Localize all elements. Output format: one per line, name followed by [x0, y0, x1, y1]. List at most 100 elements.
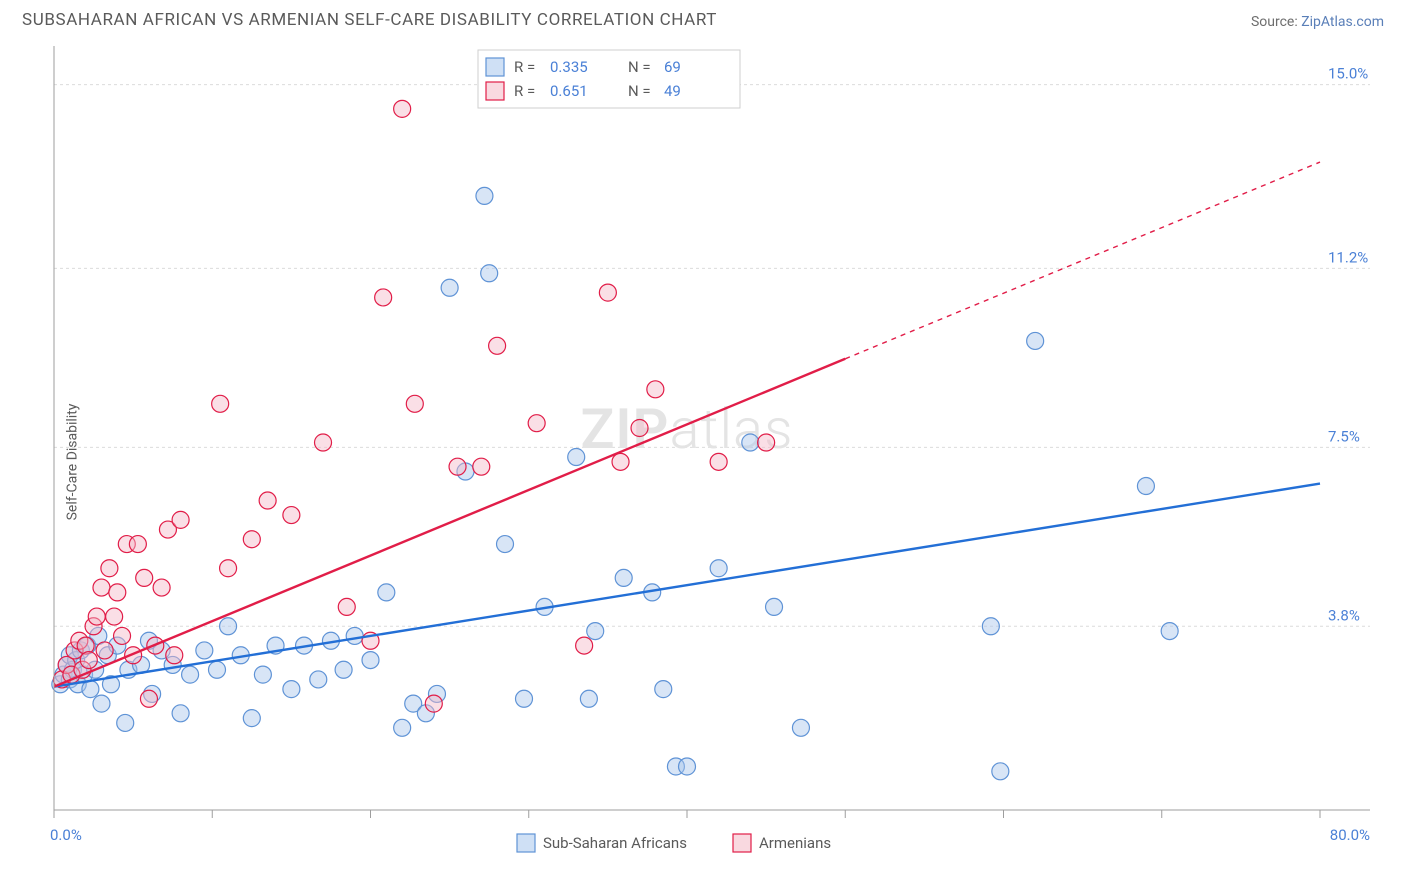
data-point-ssa	[378, 584, 395, 601]
data-point-ssa	[208, 661, 225, 678]
data-point-arm	[425, 695, 442, 712]
data-point-ssa	[310, 671, 327, 688]
y-tick-label: 3.8%	[1328, 606, 1360, 624]
data-point-ssa	[220, 618, 237, 635]
data-point-ssa	[568, 449, 585, 466]
data-point-arm	[140, 690, 157, 707]
data-point-ssa	[93, 695, 110, 712]
x-legend-label-arm: Armenians	[759, 834, 831, 852]
data-point-arm	[338, 598, 355, 615]
legend-swatch-ssa	[486, 58, 504, 76]
data-point-arm	[106, 608, 123, 625]
data-point-arm	[528, 415, 545, 432]
data-point-arm	[80, 652, 97, 669]
trend-line-arm-dash	[845, 162, 1320, 359]
data-point-ssa	[1027, 332, 1044, 349]
data-point-arm	[101, 560, 118, 577]
data-point-arm	[109, 584, 126, 601]
data-point-arm	[114, 627, 131, 644]
data-point-arm	[406, 395, 423, 412]
data-point-arm	[599, 284, 616, 301]
data-point-ssa	[497, 536, 514, 553]
legend-n-label: N =	[628, 58, 651, 76]
data-point-arm	[220, 560, 237, 577]
scatter-chart: 3.8% 7.5% 11.2% 15.0% ZIPatlas 0.0% 80.0% R = 0.…	[20, 42, 1388, 882]
data-point-ssa	[394, 719, 411, 736]
data-point-ssa	[766, 598, 783, 615]
legend-r-label: R =	[514, 58, 535, 76]
data-point-arm	[212, 395, 229, 412]
data-point-ssa	[516, 690, 533, 707]
data-point-ssa	[710, 560, 727, 577]
legend-n-value: 69	[664, 58, 681, 76]
data-point-arm	[375, 289, 392, 306]
legend-r-value: 0.335	[550, 58, 588, 76]
x-legend-swatch-ssa	[517, 834, 535, 852]
data-point-ssa	[441, 279, 458, 296]
data-point-ssa	[117, 714, 134, 731]
legend-r-label: R =	[514, 82, 535, 100]
data-point-ssa	[196, 642, 213, 659]
data-point-arm	[88, 608, 105, 625]
x-legend-label-ssa: Sub-Saharan Africans	[543, 834, 687, 852]
data-point-ssa	[655, 681, 672, 698]
data-point-arm	[631, 420, 648, 437]
source-prefix: Source:	[1251, 14, 1301, 30]
data-point-ssa	[587, 623, 604, 640]
data-point-arm	[129, 536, 146, 553]
x-max-label: 80.0%	[1330, 826, 1370, 844]
data-point-ssa	[335, 661, 352, 678]
data-point-ssa	[580, 690, 597, 707]
data-point-arm	[710, 453, 727, 470]
data-point-ssa	[982, 618, 999, 635]
data-point-ssa	[1161, 623, 1178, 640]
x-min-label: 0.0%	[50, 826, 82, 844]
source-attribution: Source: ZipAtlas.com	[1251, 14, 1384, 30]
data-point-arm	[612, 453, 629, 470]
watermark: ZIPatlas	[581, 396, 794, 462]
data-point-ssa	[346, 627, 363, 644]
data-point-arm	[394, 100, 411, 117]
data-point-arm	[153, 579, 170, 596]
data-point-arm	[172, 511, 189, 528]
legend-n-label: N =	[628, 82, 651, 100]
data-point-ssa	[792, 719, 809, 736]
data-point-arm	[136, 569, 153, 586]
data-point-arm	[283, 507, 300, 524]
data-point-arm	[243, 531, 260, 548]
data-point-ssa	[283, 681, 300, 698]
data-point-ssa	[82, 681, 99, 698]
data-point-ssa	[172, 705, 189, 722]
y-axis-label: Self-Care Disability	[64, 404, 80, 521]
data-point-ssa	[476, 187, 493, 204]
data-point-ssa	[182, 666, 199, 683]
data-point-ssa	[615, 569, 632, 586]
chart-title: SUBSAHARAN AFRICAN VS ARMENIAN SELF-CARE…	[22, 10, 717, 30]
data-point-ssa	[481, 265, 498, 282]
data-point-arm	[576, 637, 593, 654]
y-tick-label: 7.5%	[1328, 427, 1360, 445]
data-point-arm	[93, 579, 110, 596]
y-tick-label: 11.2%	[1328, 248, 1368, 266]
data-point-arm	[489, 337, 506, 354]
legend-r-value: 0.651	[550, 82, 588, 100]
data-point-arm	[96, 642, 113, 659]
data-point-ssa	[1137, 478, 1154, 495]
data-point-ssa	[679, 758, 696, 775]
data-point-ssa	[254, 666, 271, 683]
data-point-arm	[449, 458, 466, 475]
source-link[interactable]: ZipAtlas.com	[1301, 14, 1384, 30]
data-point-arm	[166, 647, 183, 664]
data-point-ssa	[243, 710, 260, 727]
data-point-ssa	[742, 434, 759, 451]
legend-swatch-arm	[486, 82, 504, 100]
data-point-arm	[758, 434, 775, 451]
data-point-ssa	[992, 763, 1009, 780]
legend-n-value: 49	[664, 82, 681, 100]
data-point-arm	[647, 381, 664, 398]
data-point-arm	[473, 458, 490, 475]
x-legend-swatch-arm	[733, 834, 751, 852]
data-point-arm	[315, 434, 332, 451]
y-tick-label: 15.0%	[1328, 65, 1368, 83]
trend-line-ssa	[54, 484, 1320, 687]
